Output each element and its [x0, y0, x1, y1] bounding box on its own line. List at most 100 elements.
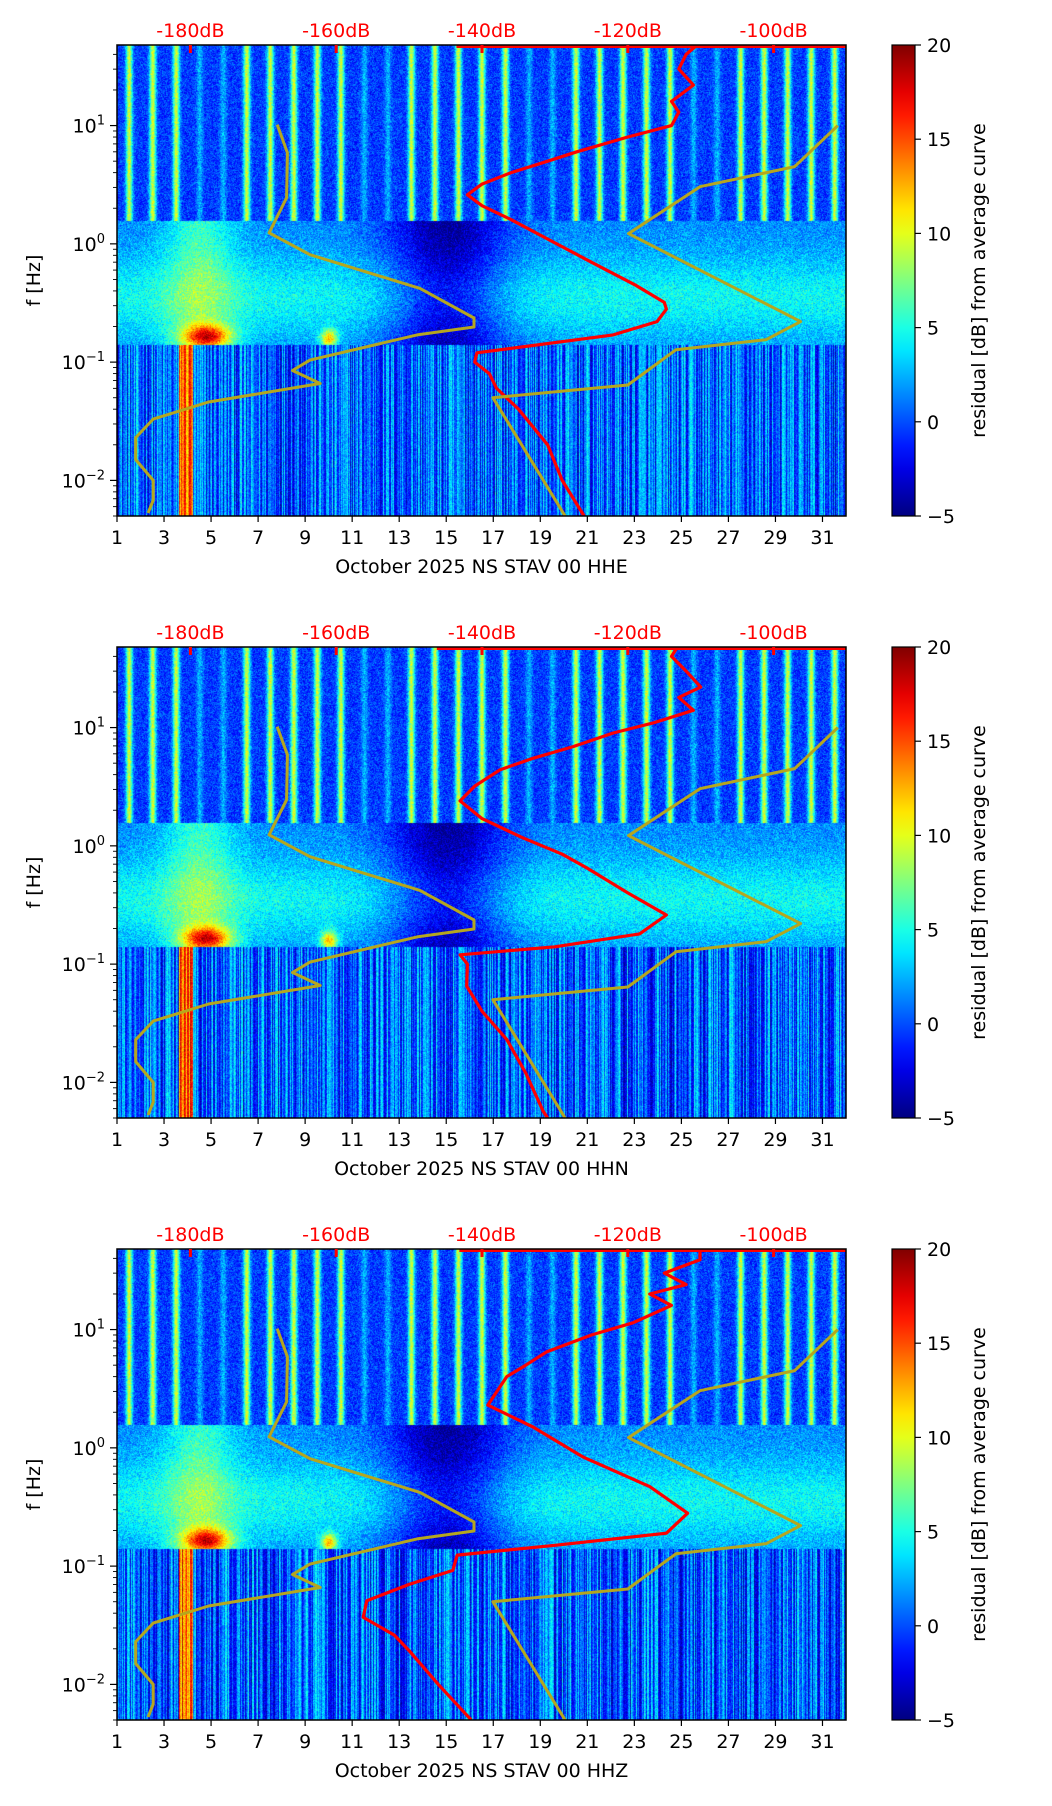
- nlnm-curve: [134, 124, 476, 514]
- db-tick-label: -100dB: [739, 622, 807, 644]
- colorbar-tick-label: 15: [927, 731, 951, 753]
- x-tick-label: 21: [575, 1731, 599, 1753]
- x-tick-label: 3: [158, 1731, 170, 1753]
- nlnm-curve: [134, 1328, 476, 1718]
- nhnm-curve: [491, 124, 839, 516]
- x-axis-label: October 2025 NS STAV 00 HHZ: [335, 1760, 629, 1782]
- colorbar-tick-label: −5: [927, 506, 955, 528]
- x-tick-label: 11: [340, 527, 364, 549]
- colorbar-tick-label: 5: [927, 318, 939, 340]
- db-tick-label: -100dB: [739, 1224, 807, 1246]
- x-tick-label: 27: [716, 1129, 740, 1151]
- x-tick-label: 31: [810, 1731, 834, 1753]
- db-tick-label: -180dB: [156, 20, 224, 42]
- y-tick-label: 101: [73, 716, 105, 740]
- x-tick-label: 25: [669, 1731, 693, 1753]
- x-tick-label: 27: [716, 1731, 740, 1753]
- y-tick-exponent: 1: [97, 1318, 105, 1333]
- db-tick-label: -140dB: [448, 622, 516, 644]
- colorbar-tick-label: 5: [927, 1522, 939, 1544]
- y-tick-label: 10−1: [62, 952, 105, 976]
- db-tick-label: -140dB: [448, 1224, 516, 1246]
- x-tick-label: 31: [810, 527, 834, 549]
- y-tick-label: 10−2: [62, 1070, 105, 1094]
- y-axis-label: f [Hz]: [23, 857, 45, 909]
- y-tick-exponent: −1: [86, 1554, 105, 1569]
- y-tick-label: 10−1: [62, 350, 105, 374]
- colorbar-label: residual [dB] from average curve: [968, 725, 990, 1040]
- y-tick-exponent: 1: [97, 114, 105, 129]
- x-tick-label: 3: [158, 1129, 170, 1151]
- colorbar-tick-label: 20: [927, 1239, 951, 1261]
- x-tick-label: 9: [299, 1731, 311, 1753]
- colorbar-tick-label: 0: [927, 1014, 939, 1036]
- x-tick-label: 13: [387, 1129, 411, 1151]
- y-tick-exponent: 1: [97, 716, 105, 731]
- y-tick-base: 10: [62, 470, 86, 492]
- psd-curve: [458, 647, 703, 1118]
- x-tick-label: 7: [252, 1129, 264, 1151]
- db-tick-label: -100dB: [739, 20, 807, 42]
- y-tick-base: 10: [73, 116, 97, 138]
- x-tick-label: 29: [763, 1129, 787, 1151]
- y-tick-exponent: 0: [97, 232, 105, 247]
- x-tick-label: 17: [481, 1731, 505, 1753]
- x-tick-label: 27: [716, 527, 740, 549]
- db-tick-label: -120dB: [594, 622, 662, 644]
- spectrogram-image: [117, 647, 846, 1118]
- x-tick-label: 31: [810, 1129, 834, 1151]
- x-tick-label: 15: [434, 1129, 458, 1151]
- y-tick-exponent: −1: [86, 952, 105, 967]
- y-tick-base: 10: [62, 1674, 86, 1696]
- x-tick-label: 9: [299, 527, 311, 549]
- db-tick-label: -160dB: [302, 1224, 370, 1246]
- db-tick-label: -120dB: [594, 1224, 662, 1246]
- x-tick-label: 9: [299, 1129, 311, 1151]
- x-tick-label: 7: [252, 527, 264, 549]
- colorbar-tick-label: 10: [927, 825, 951, 847]
- spectrogram-image: [117, 1249, 846, 1720]
- x-tick-label: 13: [387, 1731, 411, 1753]
- x-tick-label: 3: [158, 527, 170, 549]
- y-tick-exponent: −1: [86, 350, 105, 365]
- x-tick-label: 11: [340, 1731, 364, 1753]
- colorbar: [891, 44, 916, 517]
- colorbar-tick-label: −5: [927, 1710, 955, 1732]
- y-tick-base: 10: [62, 1556, 86, 1578]
- x-tick-label: 7: [252, 1731, 264, 1753]
- colorbar-tick-label: 10: [927, 223, 951, 245]
- colorbar-tick-label: 0: [927, 1616, 939, 1638]
- db-tick-label: -180dB: [156, 622, 224, 644]
- colorbar-tick-label: 20: [927, 35, 951, 57]
- x-tick-label: 11: [340, 1129, 364, 1151]
- y-tick-exponent: 0: [97, 1436, 105, 1451]
- db-tick-label: -120dB: [594, 20, 662, 42]
- db-tick-label: -140dB: [448, 20, 516, 42]
- y-tick-exponent: 0: [97, 834, 105, 849]
- x-tick-label: 19: [528, 527, 552, 549]
- x-axis-label: October 2025 NS STAV 00 HHN: [334, 1158, 629, 1180]
- y-tick-base: 10: [62, 352, 86, 374]
- y-tick-base: 10: [73, 1438, 97, 1460]
- colorbar-tick-label: 20: [927, 637, 951, 659]
- x-tick-label: 25: [669, 527, 693, 549]
- y-tick-exponent: −2: [86, 1672, 105, 1687]
- colorbar-tick-label: 15: [927, 1333, 951, 1355]
- colorbar: [891, 1248, 916, 1721]
- axes-frame: [116, 1248, 847, 1721]
- psd-curve: [465, 45, 699, 516]
- x-tick-label: 5: [205, 1129, 217, 1151]
- y-tick-label: 10−2: [62, 1672, 105, 1696]
- y-tick-label: 101: [73, 1318, 105, 1342]
- x-tick-label: 1: [111, 1129, 123, 1151]
- x-tick-label: 13: [387, 527, 411, 549]
- db-tick-label: -180dB: [156, 1224, 224, 1246]
- colorbar-tick-label: −5: [927, 1108, 955, 1130]
- nhnm-curve: [491, 726, 839, 1118]
- x-tick-label: 23: [622, 1731, 646, 1753]
- x-tick-label: 5: [205, 1731, 217, 1753]
